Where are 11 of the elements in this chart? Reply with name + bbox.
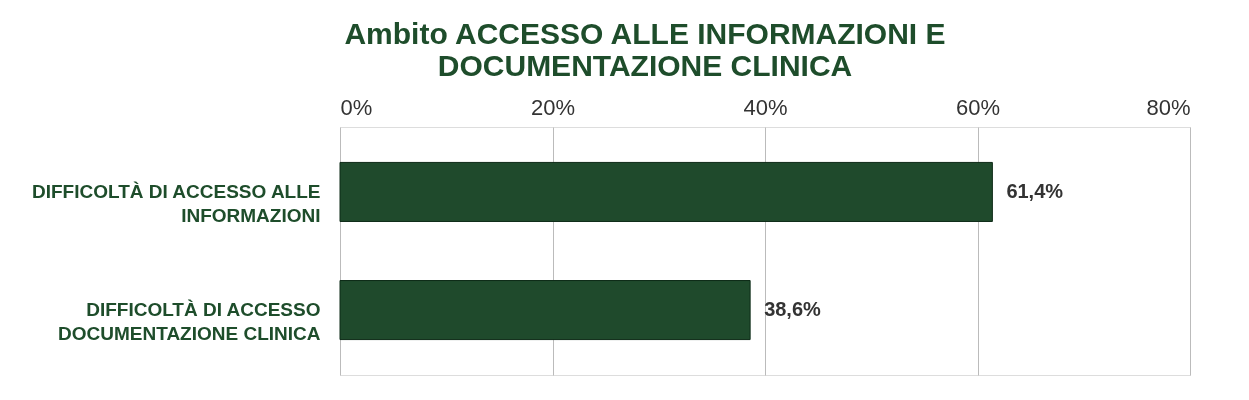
data-label: 61,4% xyxy=(1006,179,1064,202)
text: Ambito ACCESSO ALLE INFORMAZIONI E xyxy=(344,17,946,50)
x-tick-label: 80% xyxy=(1146,94,1191,120)
x-tick-label: 20% xyxy=(530,94,576,120)
y-tick-label: DIFFICOLTÀ DI ACCESSO ALLE INFORMAZIONI xyxy=(31,180,321,226)
x-tick-label: 40% xyxy=(743,94,788,120)
x-tick-label: 0% xyxy=(340,94,373,120)
y-tick-label: DIFFICOLTÀ DI ACCESSO DOCUMENTAZIONE CLINICA xyxy=(58,299,321,345)
data-label: 38,6% xyxy=(764,298,822,321)
x-tick-label: 60% xyxy=(955,94,1001,120)
text: DOCUMENTAZIONE CLINICA xyxy=(437,49,853,82)
